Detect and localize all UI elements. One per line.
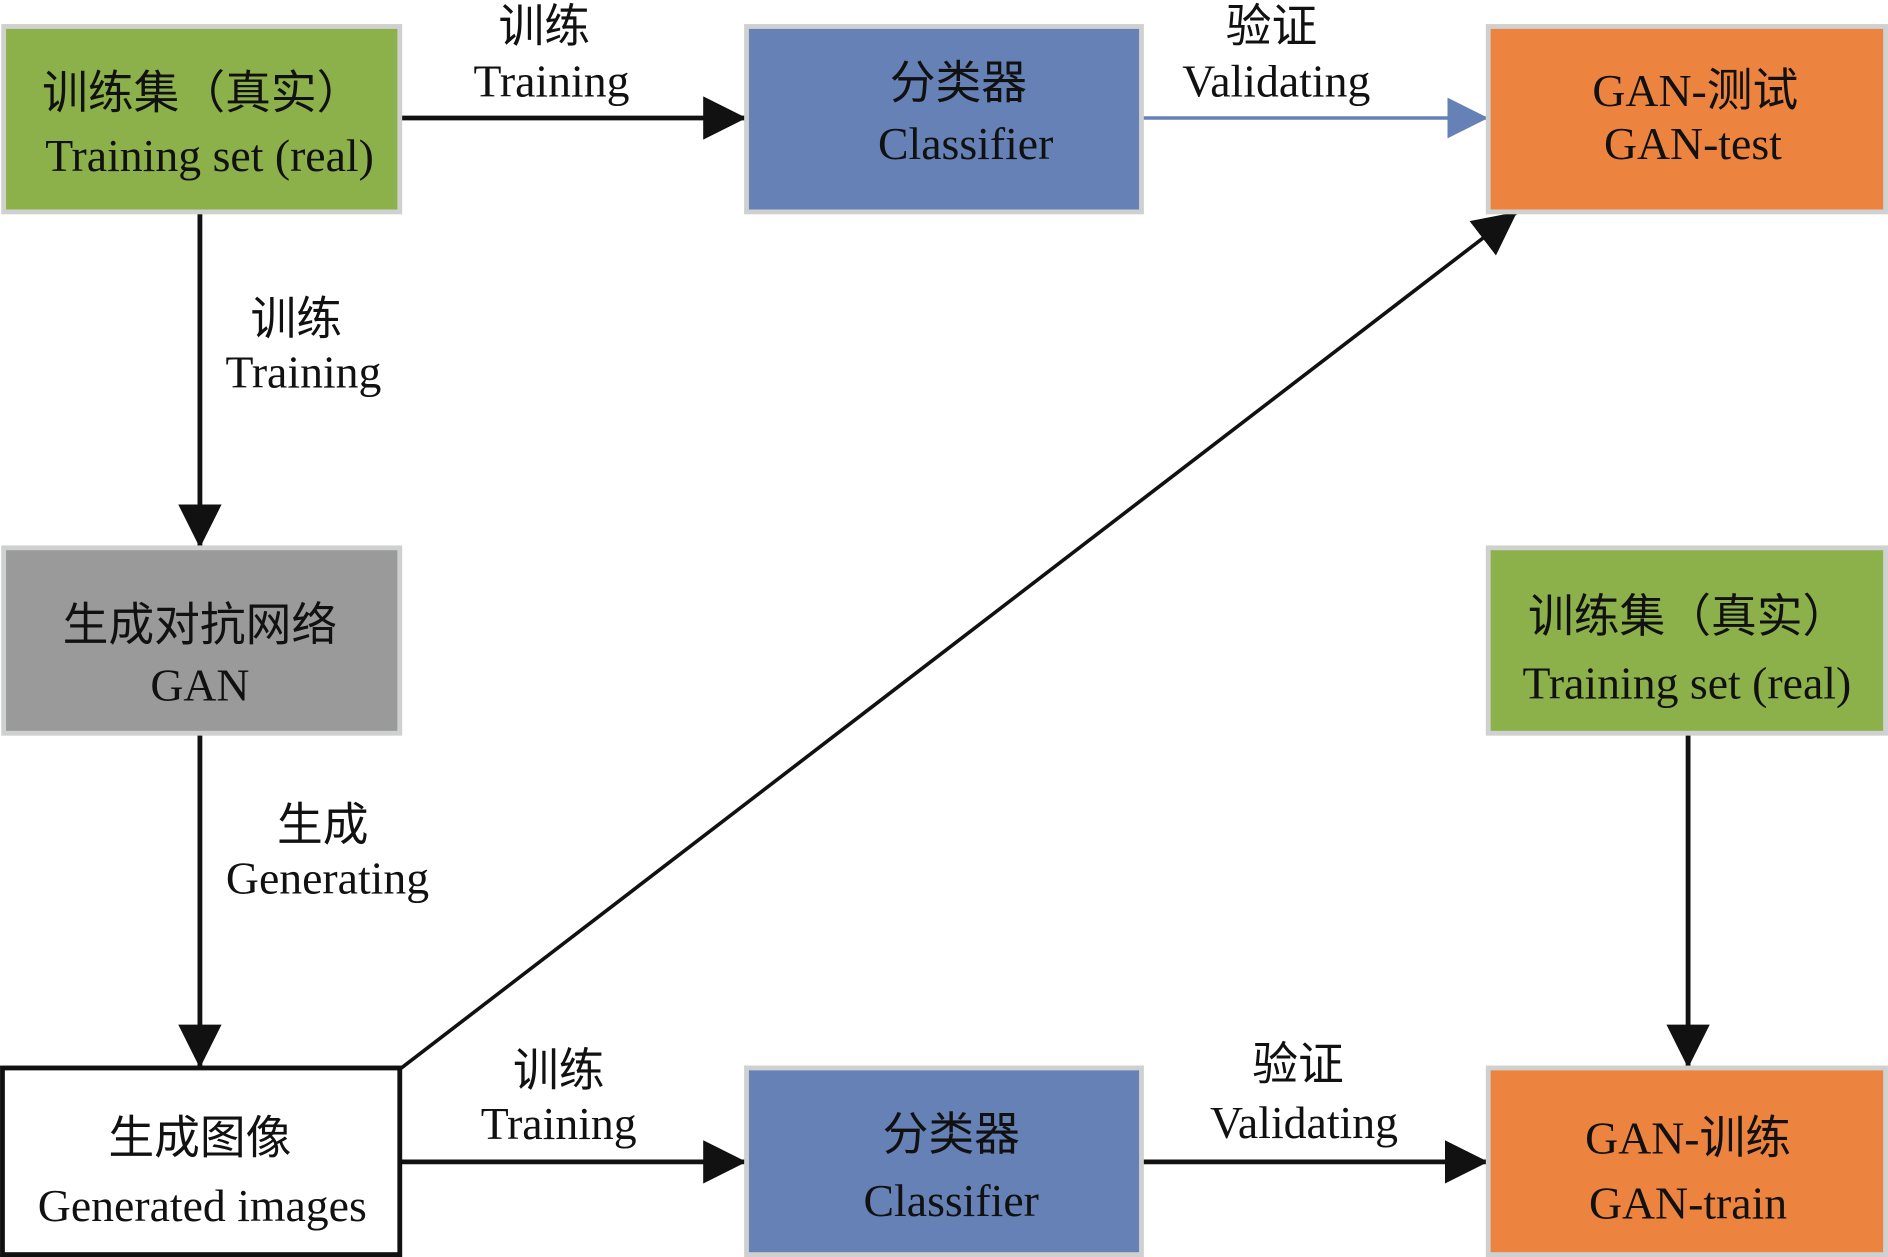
node-label-en: Classifier xyxy=(864,1175,1039,1226)
node-label-zh: GAN-测试 xyxy=(1592,65,1798,116)
edge-label-train-top-zh: 训练 xyxy=(499,1,591,52)
node-label-zh: 训练集（真实） xyxy=(1528,591,1848,642)
edge-label-validate-top-en: Validating xyxy=(1182,55,1370,106)
edge-label-train-gan-zh: 训练 xyxy=(250,294,341,345)
node-label-zh: 生成图像 xyxy=(108,1112,291,1163)
edge-label-train-bottom-zh: 训练 xyxy=(513,1045,605,1096)
node-label-en: GAN xyxy=(150,660,249,711)
node-label-en: Classifier xyxy=(878,118,1053,169)
node-gan: 生成对抗网络 GAN xyxy=(1,545,403,736)
node-training-set-real-right: 训练集（真实） Training set (real) xyxy=(1485,545,1888,736)
edge-label-generate-en: Generating xyxy=(226,852,429,903)
arrow-generated-to-gan-test xyxy=(398,210,1519,1071)
node-label-zh: 分类器 xyxy=(883,1109,1020,1160)
edge-label-generate-zh: 生成 xyxy=(277,799,369,850)
edge-label-train-gan-en: Training xyxy=(225,347,381,398)
edge-label-validate-bottom-zh: 验证 xyxy=(1252,1039,1344,1090)
edge-label-validate-top-zh: 验证 xyxy=(1226,1,1317,52)
node-label-en: Training set (real) xyxy=(1523,657,1852,708)
node-label-zh: 训练集（真实） xyxy=(42,67,362,118)
node-classifier-bottom: 分类器 Classifier xyxy=(744,1065,1144,1257)
node-classifier-top: 分类器 Classifier xyxy=(744,24,1144,215)
node-label-en: GAN-test xyxy=(1604,118,1782,169)
node-label-zh: 分类器 xyxy=(890,58,1027,109)
node-label-en: Training set (real) xyxy=(45,130,374,181)
node-label-en: Generated images xyxy=(38,1180,367,1231)
edge-label-validate-bottom-en: Validating xyxy=(1210,1097,1398,1148)
node-label-en: GAN-train xyxy=(1589,1177,1787,1228)
edge-label-train-top-en: Training xyxy=(474,55,630,106)
edge-label-train-bottom-en: Training xyxy=(481,1098,637,1149)
node-gan-test: GAN-测试 GAN-test xyxy=(1485,24,1888,215)
node-generated-images: 生成图像 Generated images xyxy=(0,1065,403,1257)
node-training-set-real-top: 训练集（真实） Training set (real) xyxy=(1,24,403,215)
node-label-zh: GAN-训练 xyxy=(1585,1112,1791,1163)
node-label-zh: 生成对抗网络 xyxy=(63,600,338,651)
node-gan-train: GAN-训练 GAN-train xyxy=(1485,1065,1888,1257)
